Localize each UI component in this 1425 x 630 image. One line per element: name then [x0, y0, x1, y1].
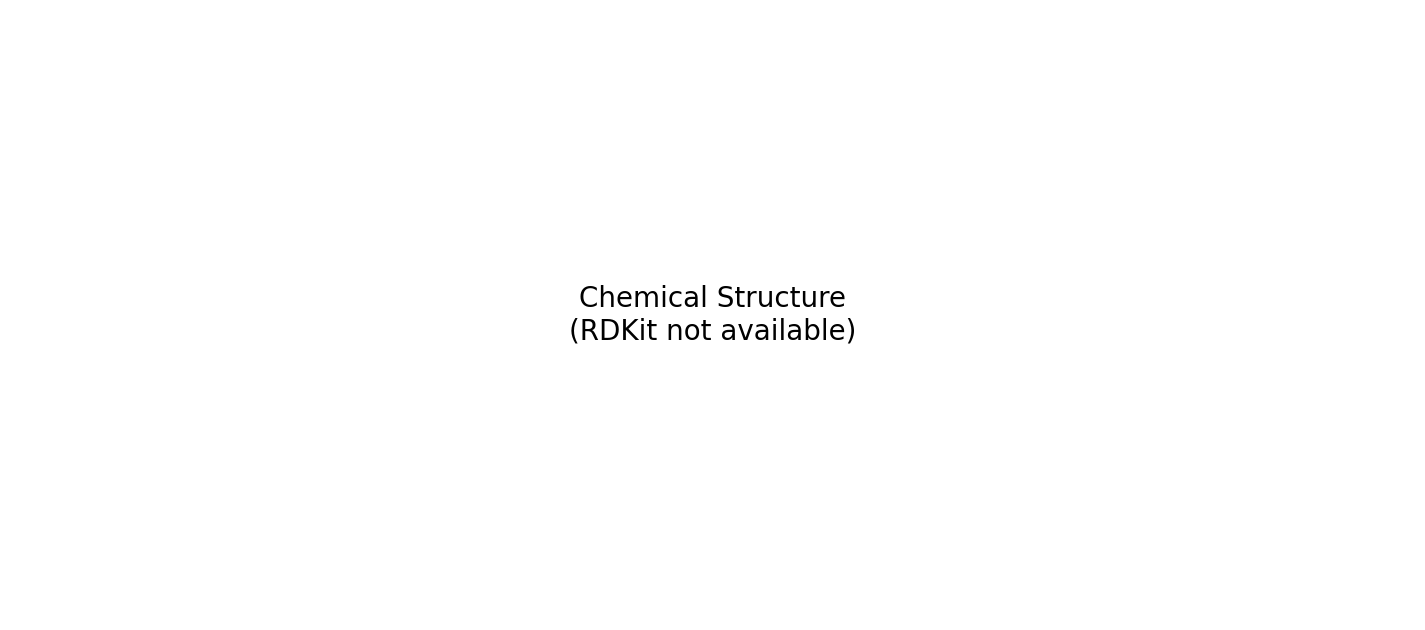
Text: Chemical Structure
(RDKit not available): Chemical Structure (RDKit not available): [569, 285, 856, 345]
